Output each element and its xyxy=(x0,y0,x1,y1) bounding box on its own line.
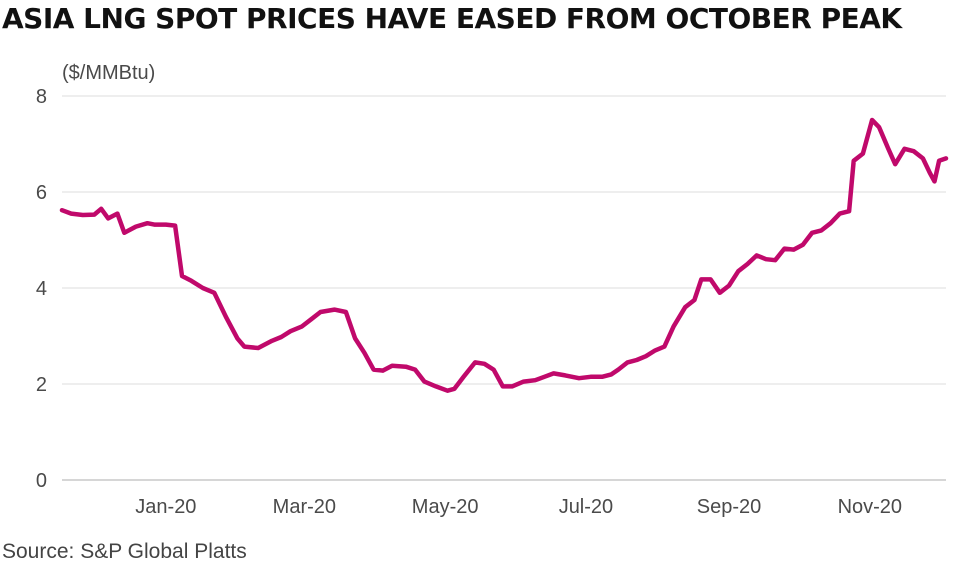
y-tick-label: 8 xyxy=(36,86,47,108)
y-tick-label: 2 xyxy=(36,374,47,396)
x-tick-label: Nov-20 xyxy=(838,496,902,518)
y-tick-label: 0 xyxy=(36,470,47,492)
y-tick-label: 4 xyxy=(36,278,47,300)
line-chart: ($/MMBtu) 0 2 4 6 8 Jan-20 Mar-20 May-20 Jul-20… xyxy=(36,62,949,518)
x-tick-label: Jul-20 xyxy=(559,496,613,518)
x-tick-label: Mar-20 xyxy=(273,496,336,518)
chart-title: ASIA LNG SPOT PRICES HAVE EASED FROM OCT… xyxy=(2,2,902,35)
x-tick-label: May-20 xyxy=(412,496,479,518)
source-note: Source: S&P Global Platts xyxy=(2,540,247,563)
x-tick-label: Jan-20 xyxy=(135,496,196,518)
x-tick-label: Sep-20 xyxy=(697,496,762,518)
y-tick-label: 6 xyxy=(36,182,47,204)
series-layer xyxy=(59,117,949,393)
y-axis-ticks: 0 2 4 6 8 xyxy=(36,86,47,492)
series-line xyxy=(59,117,949,393)
gridlines xyxy=(62,95,946,481)
x-axis-ticks: Jan-20 Mar-20 May-20 Jul-20 Sep-20 Nov-20 xyxy=(135,496,902,518)
y-axis-unit-label: ($/MMBtu) xyxy=(62,62,155,84)
